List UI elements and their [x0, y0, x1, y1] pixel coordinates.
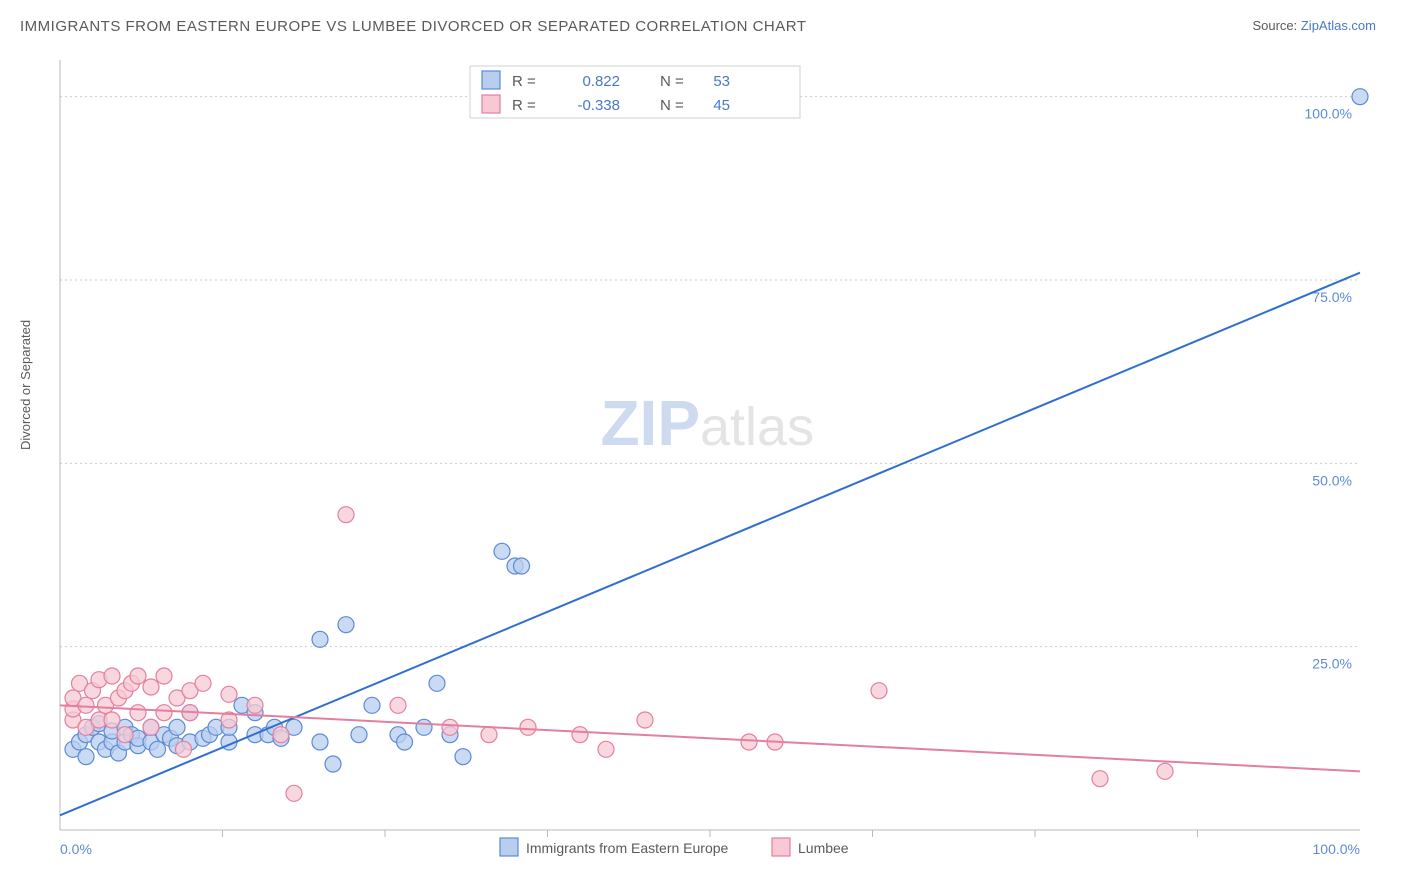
scatter-point: [156, 668, 172, 684]
scatter-point: [78, 697, 94, 713]
scatter-point: [130, 668, 146, 684]
legend-swatch: [482, 95, 500, 113]
scatter-point: [325, 756, 341, 772]
legend-r-value: 0.822: [582, 73, 620, 90]
legend-series-label: Lumbee: [798, 840, 849, 856]
y-tick-label: 50.0%: [1312, 472, 1352, 488]
x-tick-label: 100.0%: [1313, 841, 1360, 857]
scatter-point: [364, 697, 380, 713]
scatter-point: [286, 785, 302, 801]
scatter-point: [598, 741, 614, 757]
legend-swatch: [482, 71, 500, 89]
y-tick-label: 75.0%: [1312, 289, 1352, 305]
scatter-point: [481, 727, 497, 743]
legend-r-label: R =: [512, 97, 536, 114]
scatter-point: [416, 719, 432, 735]
scatter-point: [455, 749, 471, 765]
scatter-point: [442, 719, 458, 735]
scatter-point: [117, 727, 133, 743]
scatter-point: [78, 749, 94, 765]
x-tick-label: 0.0%: [60, 841, 92, 857]
scatter-point: [1352, 89, 1368, 105]
scatter-point: [1092, 771, 1108, 787]
scatter-point: [338, 617, 354, 633]
scatter-point: [338, 507, 354, 523]
legend-n-value: 53: [713, 73, 730, 90]
scatter-point: [351, 727, 367, 743]
scatter-point: [397, 734, 413, 750]
legend-n-label: N =: [660, 73, 684, 90]
scatter-point: [176, 741, 192, 757]
trend-line: [60, 273, 1360, 816]
scatter-point: [637, 712, 653, 728]
legend-series-label: Immigrants from Eastern Europe: [526, 840, 729, 856]
scatter-point: [1157, 763, 1173, 779]
watermark-icon: ZIP: [600, 387, 700, 459]
legend-r-label: R =: [512, 73, 536, 90]
scatter-point: [169, 719, 185, 735]
scatter-point: [494, 543, 510, 559]
scatter-point: [143, 719, 159, 735]
scatter-point: [104, 712, 120, 728]
scatter-point: [130, 705, 146, 721]
legend-r-value: -0.338: [577, 97, 620, 114]
scatter-point: [150, 741, 166, 757]
scatter-point: [143, 679, 159, 695]
scatter-point: [312, 631, 328, 647]
scatter-point: [741, 734, 757, 750]
scatter-point: [390, 697, 406, 713]
legend-n-value: 45: [713, 97, 730, 114]
scatter-point: [514, 558, 530, 574]
y-tick-label: 25.0%: [1312, 656, 1352, 672]
correlation-scatter-chart: 25.0% 50.0% 75.0% 100.0% ZIPatlas 0.0% 100.0% R…: [0, 0, 1406, 892]
scatter-point: [312, 734, 328, 750]
scatter-point: [429, 675, 445, 691]
legend-n-label: N =: [660, 97, 684, 114]
scatter-point: [247, 697, 263, 713]
watermark-icon: atlas: [700, 397, 814, 457]
scatter-point: [871, 683, 887, 699]
legend-swatch: [772, 838, 790, 856]
y-tick-label: 100.0%: [1305, 106, 1352, 122]
scatter-point: [195, 675, 211, 691]
scatter-point: [104, 668, 120, 684]
scatter-point: [520, 719, 536, 735]
scatter-point: [273, 727, 289, 743]
scatter-point: [221, 686, 237, 702]
scatter-point: [572, 727, 588, 743]
scatter-point: [156, 705, 172, 721]
legend-swatch: [500, 838, 518, 856]
